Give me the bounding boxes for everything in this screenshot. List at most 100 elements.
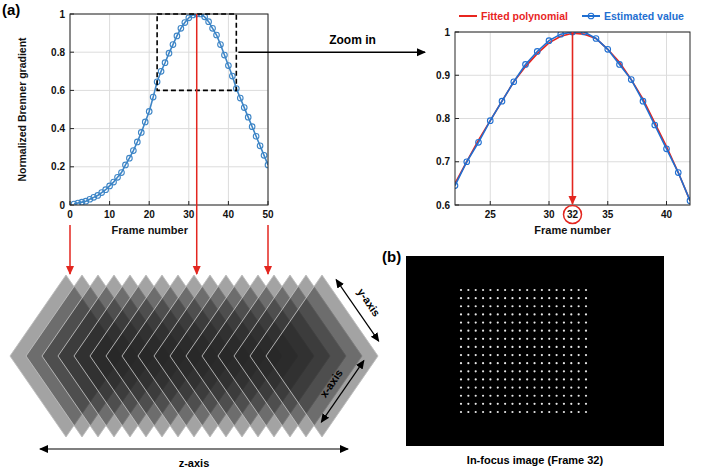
image-dot: [511, 354, 513, 356]
frame-link: [267, 225, 269, 274]
image-dot: [548, 387, 550, 389]
y-tick-label: 0.2: [51, 161, 65, 172]
image-dot: [533, 362, 535, 364]
data-point: [146, 109, 152, 115]
image-dot: [467, 395, 469, 397]
image-dot: [504, 305, 506, 307]
image-dot: [475, 395, 477, 397]
image-dot: [497, 305, 499, 307]
image-dot: [460, 370, 462, 372]
tick-mark: [70, 14, 74, 15]
in-focus-image: [406, 256, 664, 446]
image-dot: [541, 378, 543, 380]
image-dot: [585, 305, 587, 307]
image-dot: [519, 362, 521, 364]
image-caption: In-focus image (Frame 32): [467, 454, 604, 466]
image-dot: [548, 338, 550, 340]
image-dot: [489, 403, 491, 405]
data-point: [511, 79, 517, 85]
tick-mark: [490, 201, 491, 205]
image-dot: [475, 362, 477, 364]
data-point: [534, 49, 540, 55]
image-dot: [511, 387, 513, 389]
image-dot: [533, 378, 535, 380]
image-dot: [482, 330, 484, 332]
image-dot: [460, 354, 462, 356]
image-dot: [563, 378, 565, 380]
image-dot: [482, 378, 484, 380]
image-dot: [511, 395, 513, 397]
image-dot: [585, 411, 587, 413]
image-dot: [511, 313, 513, 315]
image-dot: [482, 313, 484, 315]
image-dot: [578, 297, 580, 299]
data-point: [464, 159, 470, 165]
x-tick-label: 30: [543, 209, 555, 220]
image-dot: [570, 378, 572, 380]
image-dot: [475, 313, 477, 315]
image-dot: [475, 305, 477, 307]
image-dot: [497, 403, 499, 405]
image-dot: [526, 338, 528, 340]
image-dot: [489, 378, 491, 380]
data-point: [95, 193, 101, 199]
data-point: [261, 153, 267, 159]
image-dot: [563, 354, 565, 356]
image-dot: [533, 395, 535, 397]
image-dot: [541, 338, 543, 340]
image-dot: [533, 411, 535, 413]
image-dot: [497, 387, 499, 389]
figure: 0102030405000.20.40.60.81Normalized Bren…: [0, 0, 705, 472]
data-point: [150, 94, 156, 100]
legend-marker: [588, 13, 594, 19]
image-dot: [489, 370, 491, 372]
image-dot: [555, 338, 557, 340]
image-dot: [570, 346, 572, 348]
zoom-label: Zoom in: [329, 33, 376, 47]
image-dot: [511, 338, 513, 340]
image-dot: [511, 289, 513, 291]
image-dot: [526, 289, 528, 291]
image-dot: [511, 378, 513, 380]
y-tick-label: 0.6: [51, 85, 65, 96]
image-dot: [489, 338, 491, 340]
image-dot: [467, 305, 469, 307]
image-dot: [519, 297, 521, 299]
image-dot: [548, 354, 550, 356]
image-dot: [533, 330, 535, 332]
image-dot: [460, 387, 462, 389]
data-point: [628, 77, 634, 83]
image-dot: [475, 370, 477, 372]
image-dot: [526, 387, 528, 389]
peak-arrow: [572, 32, 574, 204]
image-dot: [548, 321, 550, 323]
image-dot: [467, 387, 469, 389]
image-dot: [548, 305, 550, 307]
y-tick-label: 0.7: [436, 156, 450, 167]
grid-line: [228, 14, 229, 205]
image-dot: [570, 338, 572, 340]
image-dot: [467, 346, 469, 348]
image-dot: [511, 370, 513, 372]
image-dot: [482, 346, 484, 348]
image-dot: [563, 289, 565, 291]
image-dot: [489, 387, 491, 389]
image-dot: [570, 370, 572, 372]
tick-mark: [455, 32, 459, 33]
image-dot: [460, 346, 462, 348]
image-dot: [585, 289, 587, 291]
image-dot: [489, 313, 491, 315]
tick-mark: [188, 201, 189, 205]
image-dot: [578, 362, 580, 364]
data-point: [546, 38, 552, 44]
image-dot: [526, 305, 528, 307]
image-dot: [563, 346, 565, 348]
image-dot: [504, 378, 506, 380]
image-dot: [497, 289, 499, 291]
image-dot: [585, 346, 587, 348]
image-dot: [467, 370, 469, 372]
image-dot: [519, 354, 521, 356]
legend-swatch: [582, 15, 600, 17]
image-dot: [504, 321, 506, 323]
image-dot: [519, 313, 521, 315]
